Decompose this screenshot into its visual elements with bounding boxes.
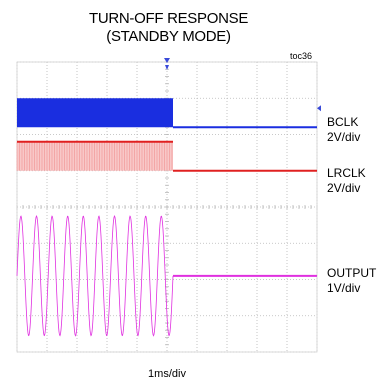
series-scale-bclk: 2V/div (327, 130, 361, 144)
bclk-active-trace (17, 98, 173, 128)
output-sine-trace (16, 215, 174, 337)
series-scale-lrclk: 2V/div (327, 181, 361, 195)
trigger-marker (165, 65, 169, 70)
figure-id: toc36 (290, 51, 313, 61)
series-label-output: OUTPUT (327, 266, 377, 280)
chart-subtitle: (STANDBY MODE) (106, 28, 231, 45)
series-label-bclk: BCLK (327, 115, 359, 129)
trigger-marker (164, 58, 170, 63)
x-axis-label: 1ms/div (148, 368, 186, 380)
channel-marker (317, 105, 321, 112)
series-label-lrclk: LRCLK (327, 166, 366, 180)
chart-title: TURN-OFF RESPONSE (88, 10, 249, 27)
series-scale-output: 1V/div (327, 281, 361, 295)
